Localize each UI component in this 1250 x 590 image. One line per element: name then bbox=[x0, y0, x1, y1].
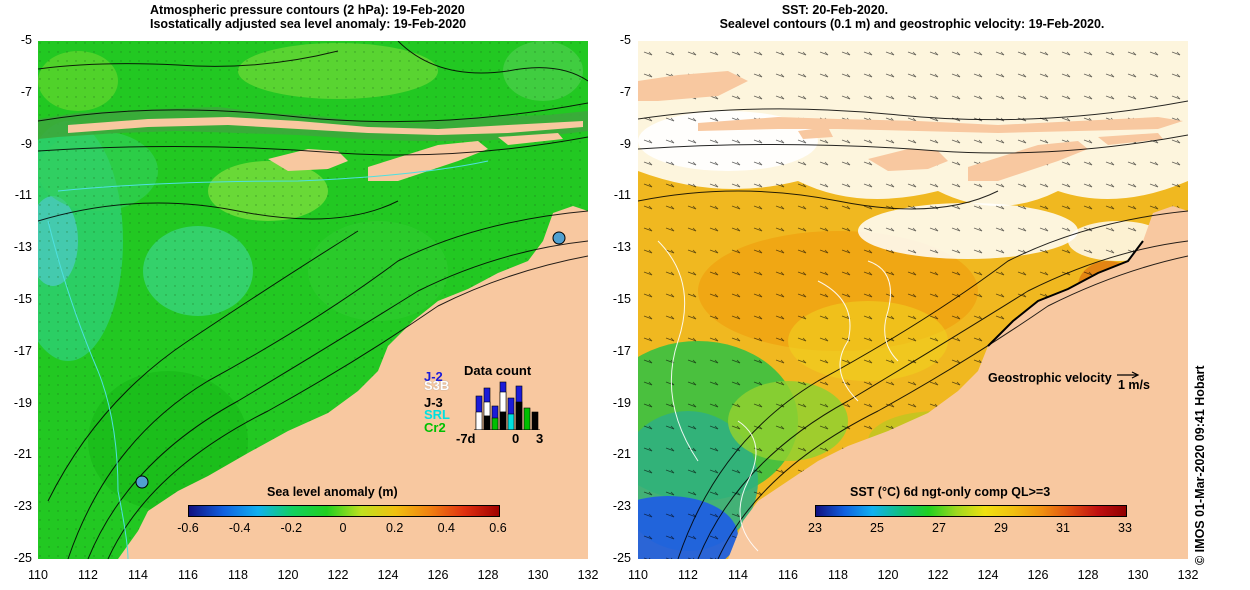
colorbar-tick: -0.6 bbox=[177, 521, 199, 535]
velocity-scale-label: 1 m/s bbox=[1118, 378, 1150, 392]
colorbar-tick: 0.6 bbox=[489, 521, 507, 535]
velocity-legend-label: Geostrophic velocity bbox=[988, 371, 1112, 385]
sea-level-anomaly-map bbox=[38, 41, 588, 559]
lat-label: -11 bbox=[14, 188, 32, 203]
lon-label: 128 bbox=[477, 568, 499, 582]
satellite-label: J-3 bbox=[424, 395, 443, 410]
data-count-axis-label: 3 bbox=[536, 431, 544, 446]
colorbar-tick: 0 bbox=[339, 521, 347, 535]
colorbar-tick: -0.4 bbox=[228, 521, 251, 535]
data-count-chart bbox=[474, 381, 540, 430]
lat-label: -21 bbox=[612, 447, 631, 462]
lat-label: -11 bbox=[613, 188, 631, 203]
lat-label: -15 bbox=[612, 292, 631, 306]
colorbar-tick: 33 bbox=[1118, 521, 1132, 535]
colorbar-tick: 25 bbox=[870, 521, 884, 535]
satellite-label: SRL bbox=[424, 407, 450, 422]
lat-label: -21 bbox=[13, 447, 32, 462]
colorbar-tick: 27 bbox=[932, 521, 946, 535]
lon-label: 120 bbox=[877, 568, 899, 582]
lat-label: -5 bbox=[619, 33, 631, 47]
lon-label: 132 bbox=[1177, 568, 1199, 582]
satellite-label: Cr2 bbox=[424, 420, 446, 435]
lat-label: -17 bbox=[13, 343, 32, 358]
lon-label: 118 bbox=[228, 568, 248, 582]
lon-label: 124 bbox=[977, 568, 999, 582]
colorbar-tick: 0.4 bbox=[437, 521, 456, 535]
left-title-line1: Atmospheric pressure contours (2 hPa): 1… bbox=[150, 3, 465, 17]
lat-label: -9 bbox=[619, 136, 631, 151]
lon-label: 114 bbox=[128, 568, 148, 582]
colorbar-tick: 23 bbox=[808, 521, 822, 535]
data-count-title: Data count bbox=[464, 363, 532, 378]
lat-label: -15 bbox=[13, 292, 32, 306]
colorbar-tick: -0.2 bbox=[280, 521, 303, 535]
left-colorbar bbox=[188, 505, 500, 517]
lat-label: -19 bbox=[13, 395, 32, 410]
data-count-axis-label: -7d bbox=[456, 431, 476, 446]
lon-label: 130 bbox=[527, 568, 549, 582]
lon-label: 114 bbox=[728, 568, 748, 582]
lat-label: -5 bbox=[20, 33, 32, 47]
lat-label: -17 bbox=[612, 343, 631, 358]
lat-label: -25 bbox=[612, 551, 631, 565]
colorbar-tick: 31 bbox=[1056, 521, 1070, 535]
lat-label: -7 bbox=[619, 84, 631, 99]
lat-label: -19 bbox=[612, 395, 631, 410]
lon-label: 110 bbox=[628, 568, 648, 582]
lon-label: 116 bbox=[778, 568, 798, 582]
credit-text: © IMOS 01-Mar-2020 09:41 Hobart bbox=[1193, 365, 1207, 565]
colorbar-tick: 29 bbox=[994, 521, 1008, 535]
left-title-line2: Isostatically adjusted sea level anomaly… bbox=[150, 17, 467, 31]
lat-label: -23 bbox=[612, 499, 631, 514]
lon-label: 122 bbox=[927, 568, 949, 582]
lat-label: -9 bbox=[20, 136, 32, 151]
lon-label: 112 bbox=[78, 568, 98, 582]
left-colorbar-title: Sea level anomaly (m) bbox=[267, 485, 398, 499]
right-title-line2: Sealevel contours (0.1 m) and geostrophi… bbox=[719, 17, 1105, 31]
lon-label: 118 bbox=[828, 568, 848, 582]
right-colorbar-title: SST (°C) 6d ngt-only comp QL>=3 bbox=[850, 485, 1051, 499]
lon-label: 126 bbox=[427, 568, 449, 582]
satellite-label: J-2 bbox=[424, 369, 443, 384]
lon-label: 110 bbox=[28, 568, 48, 582]
sst-map bbox=[638, 41, 1188, 559]
data-count-axis-label: 0 bbox=[512, 431, 520, 446]
right-colorbar bbox=[815, 505, 1127, 517]
lon-label: 130 bbox=[1127, 568, 1149, 582]
colorbar-tick: 0.2 bbox=[385, 521, 404, 535]
lon-label: 122 bbox=[327, 568, 349, 582]
lat-label: -23 bbox=[13, 499, 32, 514]
lat-label: -25 bbox=[13, 551, 32, 565]
lat-label: -13 bbox=[612, 240, 631, 255]
lon-label: 116 bbox=[178, 568, 198, 582]
lon-label: 124 bbox=[377, 568, 399, 582]
lat-label: -13 bbox=[13, 240, 32, 255]
lon-label: 126 bbox=[1027, 568, 1049, 582]
lon-label: 120 bbox=[277, 568, 299, 582]
velocity-scale-arrow bbox=[1117, 371, 1140, 379]
satellite-label: S3B bbox=[424, 378, 450, 393]
right-title-line1: SST: 20-Feb-2020. bbox=[781, 3, 889, 17]
lon-label: 132 bbox=[577, 568, 599, 582]
lon-label: 112 bbox=[678, 568, 698, 582]
lat-label: -7 bbox=[20, 84, 32, 99]
lon-label: 128 bbox=[1077, 568, 1099, 582]
